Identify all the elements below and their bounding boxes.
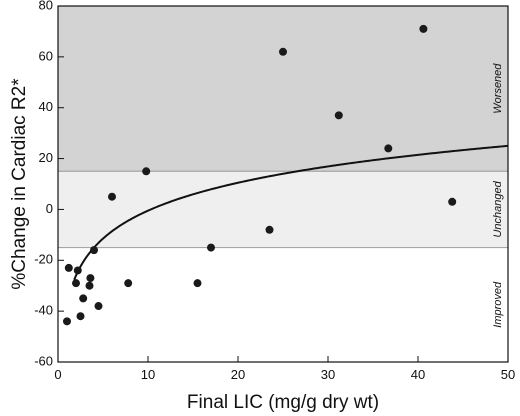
fit-curve — [73, 144, 509, 281]
band-label-worsened: Worsened — [492, 63, 504, 114]
data-point — [76, 312, 85, 321]
x-axis-ticks: 0 10 20 30 40 50 — [54, 356, 515, 382]
data-point — [86, 274, 95, 283]
data-point — [334, 111, 343, 120]
y-tick-label: 60 — [39, 48, 53, 63]
data-point — [279, 47, 287, 56]
data-point — [108, 192, 116, 201]
data-point — [63, 317, 71, 326]
data-point — [384, 144, 393, 153]
band-label-unchanged: Unchanged — [492, 180, 504, 237]
data-point — [265, 225, 274, 234]
data-point — [207, 243, 215, 252]
y-tick-label: -60 — [34, 353, 53, 368]
y-tick-label: 80 — [39, 0, 53, 12]
data-point — [79, 294, 88, 303]
x-axis-title: Final LIC (mg/g dry wt) — [187, 392, 379, 413]
data-point — [124, 279, 133, 288]
data-points — [63, 24, 457, 326]
band-unchanged — [58, 171, 508, 248]
y-tick-label: 40 — [39, 99, 53, 114]
y-axis-ticks: -60 -40 -20 0 20 40 60 80 — [34, 0, 64, 368]
data-point — [85, 281, 94, 290]
data-point — [94, 302, 103, 311]
band-worsened — [58, 6, 508, 172]
y-tick-label: -20 — [34, 252, 53, 267]
data-point — [72, 279, 80, 288]
band-improved — [58, 247, 508, 362]
y-tick-label: 0 — [46, 201, 53, 216]
x-tick-label: 50 — [501, 367, 515, 382]
x-tick-label: 20 — [231, 367, 245, 382]
band-boundary-lines — [58, 170, 508, 249]
data-point — [64, 263, 73, 272]
plot-frame — [57, 5, 509, 363]
data-point — [193, 279, 202, 288]
y-tick-label: -40 — [34, 303, 53, 318]
data-point — [73, 266, 82, 275]
y-tick-label: 20 — [39, 150, 53, 165]
data-point — [142, 167, 151, 176]
band-labels: Worsened Unchanged Improved — [492, 63, 504, 328]
x-tick-label: 40 — [411, 367, 425, 382]
x-tick-label: 10 — [141, 367, 155, 382]
x-tick-label: 30 — [321, 367, 335, 382]
data-point — [419, 24, 428, 33]
y-axis-title: %Change in Cardiac R2* — [9, 78, 30, 290]
data-point — [90, 246, 98, 255]
x-tick-label: 0 — [54, 367, 61, 382]
band-label-improved: Improved — [492, 281, 504, 328]
classification-bands — [58, 6, 508, 362]
data-point — [448, 197, 457, 206]
